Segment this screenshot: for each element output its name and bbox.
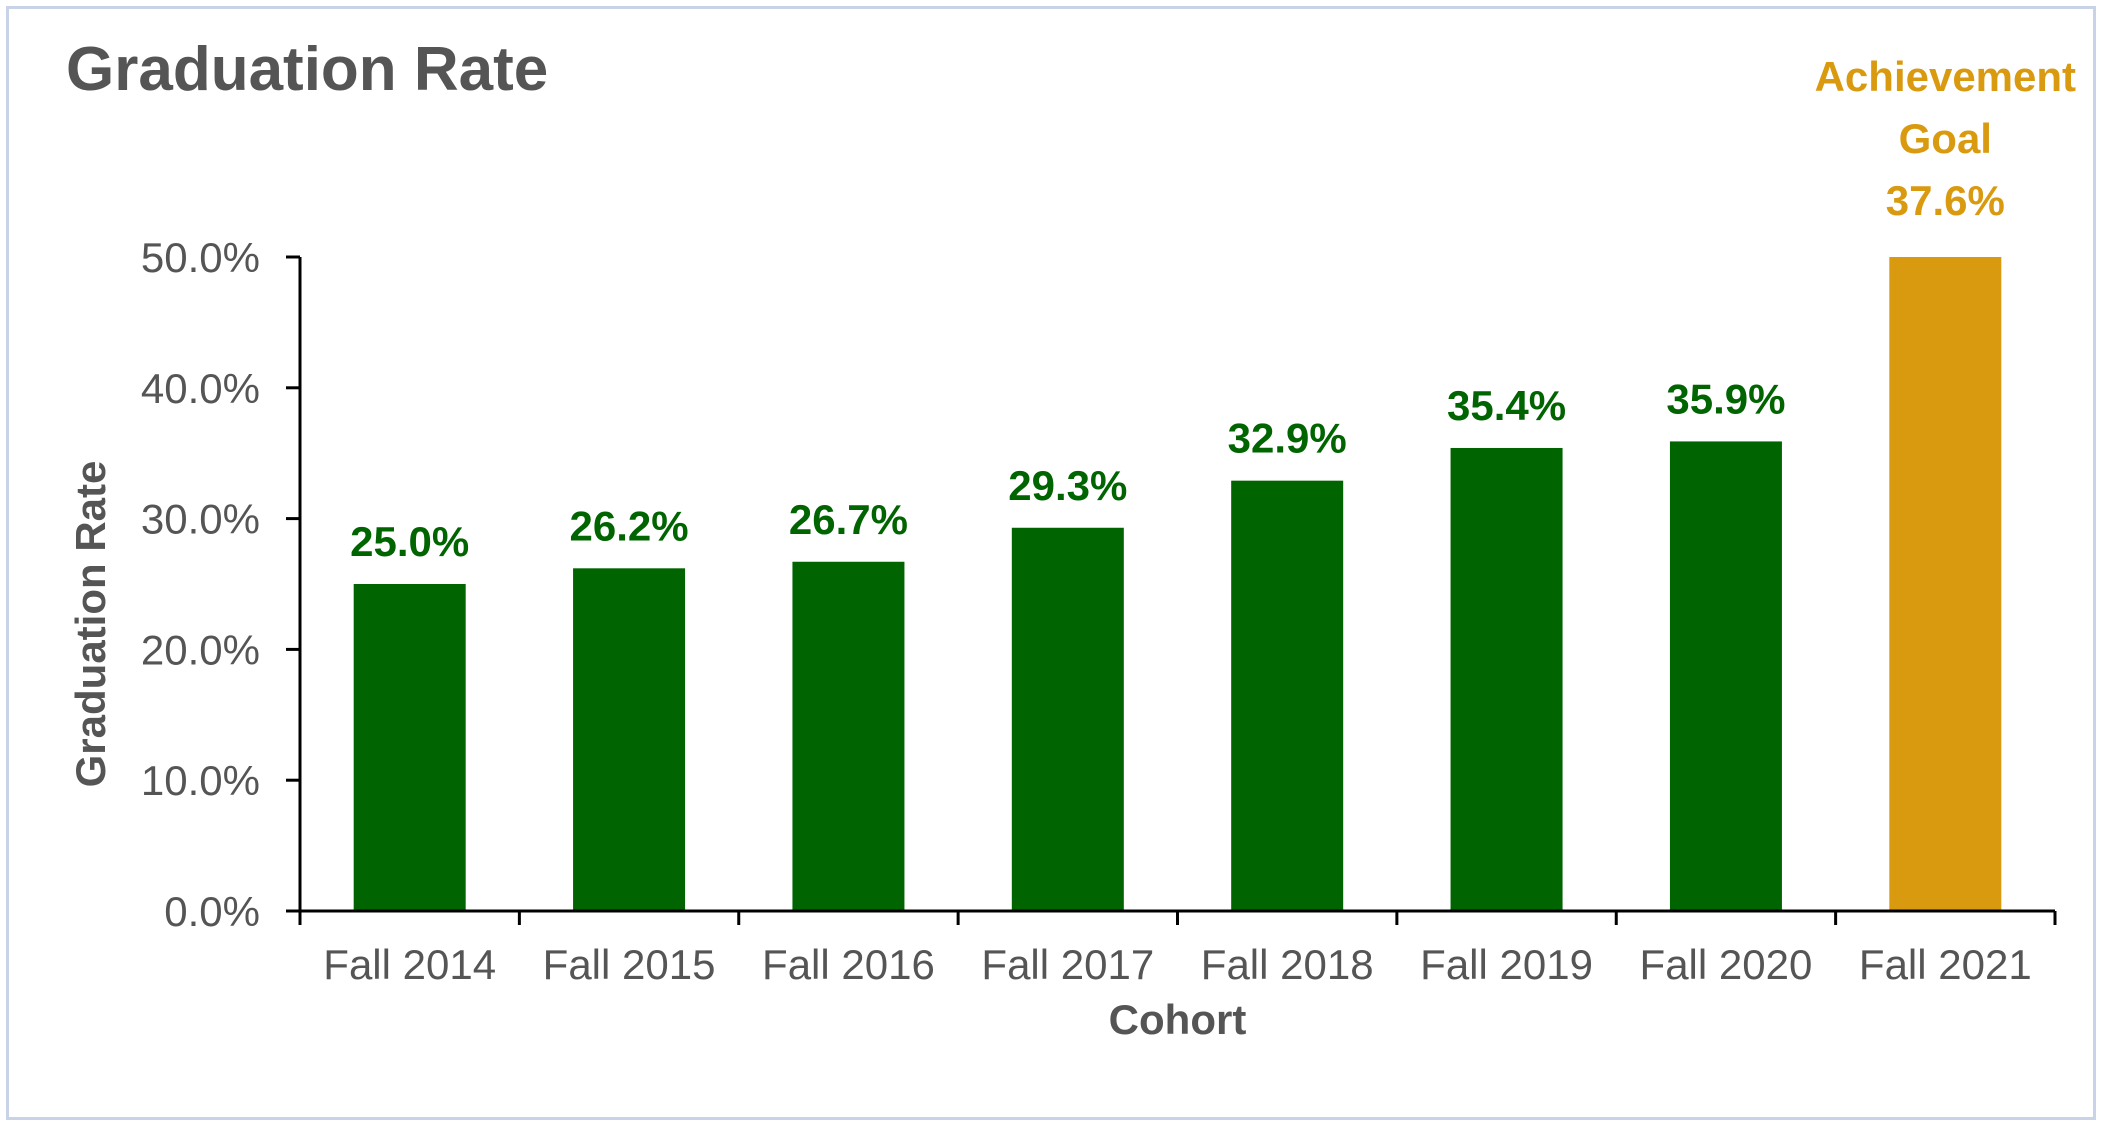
y-tick-label: 10.0% xyxy=(141,757,260,804)
x-axis-title: Cohort xyxy=(1109,996,1247,1043)
annotation-line: 37.6% xyxy=(1886,177,2005,224)
bar xyxy=(792,561,905,911)
x-tick-label: Fall 2014 xyxy=(323,941,496,988)
bar xyxy=(1011,527,1124,911)
annotation-line: Goal xyxy=(1899,115,1992,162)
bars xyxy=(353,257,2002,911)
y-tick-label: 40.0% xyxy=(141,365,260,412)
bar-data-label: 32.9% xyxy=(1228,415,1347,462)
y-tick-label: 30.0% xyxy=(141,496,260,543)
x-tick-label: Fall 2016 xyxy=(762,941,935,988)
x-tick-label: Fall 2017 xyxy=(981,941,1154,988)
chart-title: Graduation Rate xyxy=(66,35,549,104)
bar-data-label: 29.3% xyxy=(1008,462,1127,509)
data-labels: 25.0% 26.2% 26.7% 29.3% 32.9% 35.4% 35.9% xyxy=(350,375,1785,565)
annotation-line: Achievement xyxy=(1815,53,2076,100)
x-tick-label: Fall 2018 xyxy=(1201,941,1374,988)
bar-data-label: 35.9% xyxy=(1666,375,1785,422)
y-tick-label: 20.0% xyxy=(141,626,260,673)
x-axis-ticks: Fall 2014 Fall 2015 Fall 2016 Fall 2017 Fall… xyxy=(298,911,2057,988)
x-tick-label: Fall 2019 xyxy=(1420,941,1593,988)
y-axis-ticks: 0.0% 10.0% 20.0% 30.0% 40.0% 50.0% xyxy=(141,234,300,935)
bar-data-label: 35.4% xyxy=(1447,382,1566,429)
x-tick-label: Fall 2021 xyxy=(1859,941,2032,988)
y-tick-label: 0.0% xyxy=(164,888,260,935)
y-tick-label: 50.0% xyxy=(141,234,260,281)
bar-data-label: 26.7% xyxy=(789,496,908,543)
achievement-goal-annotation: Achievement Goal 37.6% xyxy=(1815,53,2076,224)
bar xyxy=(1669,441,1782,911)
bar xyxy=(1231,480,1344,911)
x-tick-label: Fall 2020 xyxy=(1640,941,1813,988)
goal-bar xyxy=(1889,257,2002,911)
bar-data-label: 26.2% xyxy=(570,502,689,549)
x-tick-label: Fall 2015 xyxy=(543,941,716,988)
bar xyxy=(573,568,686,911)
bar xyxy=(353,584,466,911)
bar xyxy=(1450,447,1563,911)
bar-data-label: 25.0% xyxy=(350,518,469,565)
y-axis-title: Graduation Rate xyxy=(67,461,114,788)
